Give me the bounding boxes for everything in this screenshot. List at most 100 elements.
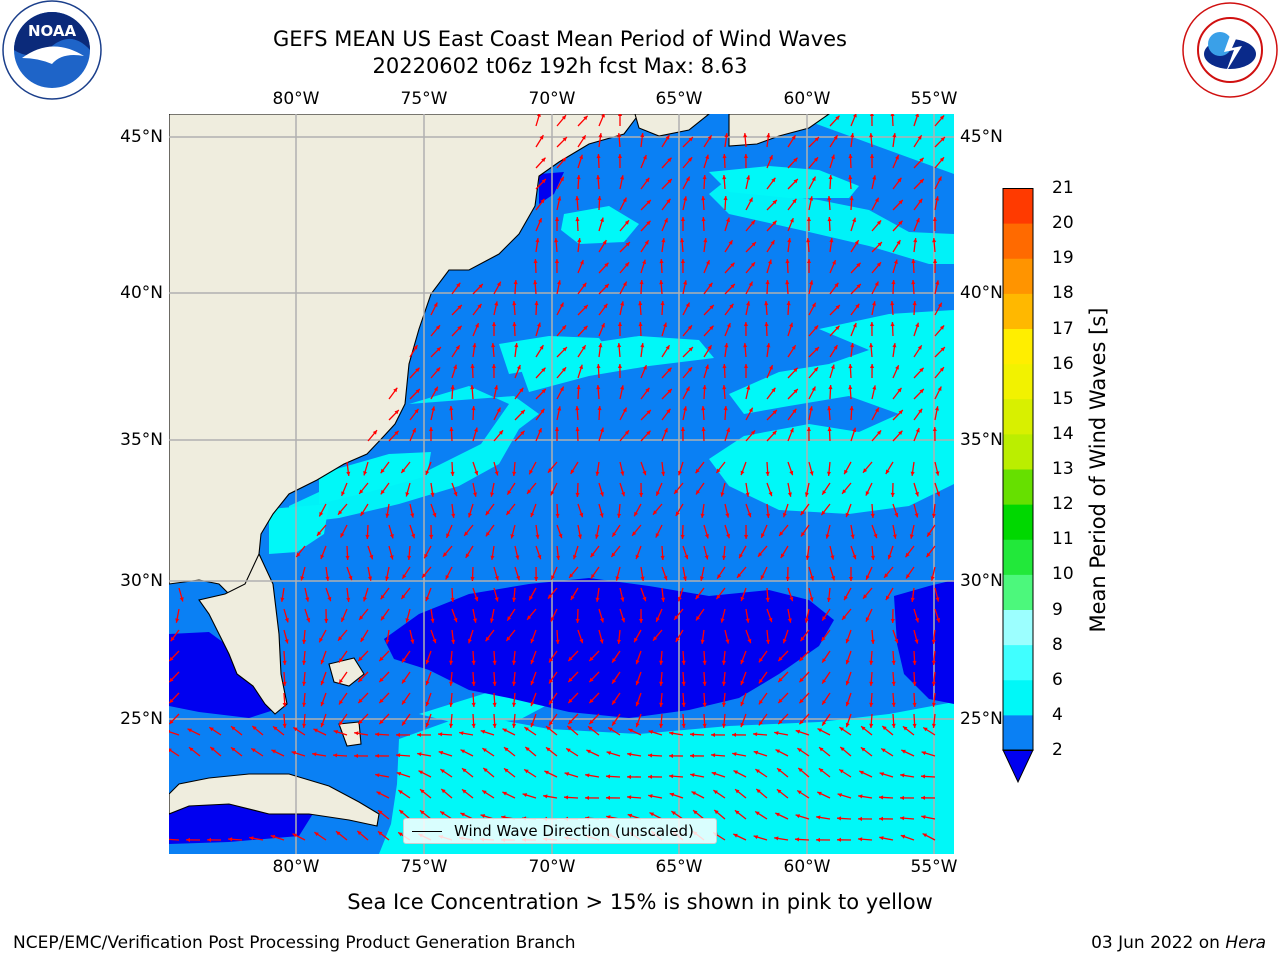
wind-vector-head [822, 658, 827, 663]
wind-vector-head [939, 157, 944, 162]
wind-vector-head [792, 408, 797, 414]
wind-vector-head [704, 555, 709, 560]
wind-vector-head [835, 115, 840, 121]
wind-vector-head [660, 555, 665, 560]
wind-vector-head [869, 660, 874, 665]
wind-vector-head [894, 638, 899, 644]
wind-vector-head [804, 492, 809, 497]
wind-vector-head [912, 681, 917, 686]
wind-vector-head [617, 133, 622, 138]
wind-vector-head [453, 617, 458, 623]
wind-vector-head [702, 385, 707, 390]
wind-vector-head [858, 794, 863, 799]
wind-vector-head [869, 723, 874, 728]
wind-vector-head [231, 747, 236, 752]
wind-vector-head [589, 656, 594, 662]
colorbar-border [1002, 188, 1034, 751]
wind-vector-head [490, 492, 495, 497]
lon-tick-top-70w: 70°W [528, 89, 576, 109]
wind-vector-head [413, 345, 418, 350]
wind-vector-head [869, 343, 874, 348]
wind-vector-head [632, 531, 637, 536]
wind-vector-head [440, 811, 445, 816]
wind-vector-head [357, 831, 362, 836]
wind-vector-head [753, 835, 758, 840]
wind-vector-head [567, 726, 572, 731]
wind-vector-head [891, 280, 896, 285]
wind-vector-head [748, 281, 753, 287]
wind-vector-head [525, 747, 530, 752]
wind-vector-head [210, 747, 215, 752]
wind-vector-head [512, 322, 517, 327]
wind-vector-head [595, 471, 600, 476]
wind-vector-head [292, 833, 297, 838]
wind-vector-head [510, 534, 515, 539]
wind-vector-head [642, 259, 646, 265]
wind-vector-head [402, 679, 406, 684]
wind-vector-head [932, 238, 937, 243]
wind-vector-head [852, 427, 857, 433]
wind-vector-head [845, 512, 850, 518]
wind-vector-head [659, 280, 664, 285]
wind-vector-head [319, 637, 323, 643]
wind-vector-head [534, 301, 539, 306]
wind-vector-head [821, 636, 826, 642]
wind-vector-head [624, 430, 629, 435]
wind-vector-head [666, 408, 671, 414]
wind-vector-head [669, 753, 673, 758]
wind-vector-head [543, 794, 548, 799]
wind-vector-head [516, 365, 521, 370]
wind-vector-head [848, 385, 853, 390]
wind-vector-head [394, 410, 399, 415]
wind-vector-head [725, 639, 730, 644]
wind-vector-head [764, 322, 769, 327]
wind-vector-head [827, 427, 832, 432]
wind-vector-head [822, 490, 827, 495]
wind-vector-head [865, 617, 870, 622]
wind-vector-head [555, 639, 560, 644]
wind-vector-head [600, 427, 604, 433]
wind-vector-head [282, 723, 287, 728]
wind-vector-head [530, 701, 535, 707]
wind-vector-head [809, 406, 813, 411]
wind-vector-head [891, 681, 896, 686]
wind-vector-head [548, 468, 553, 473]
wind-vector-head [875, 407, 879, 413]
colorbar-tick-label: 6 [1052, 669, 1063, 690]
wind-vector-head [617, 639, 621, 644]
wind-vector-head [575, 427, 580, 432]
wind-vector-head [872, 175, 877, 180]
wind-vector-head [711, 753, 716, 758]
wind-vector-head [635, 680, 640, 686]
wind-vector-head [921, 774, 926, 779]
wind-vector-head [363, 471, 368, 476]
wind-vector-head [559, 302, 564, 308]
wind-vector-head [457, 305, 462, 310]
wind-vector-head [919, 157, 924, 163]
colorbar-tick-label: 14 [1052, 423, 1074, 444]
wind-vector-head [459, 731, 464, 736]
wind-vector-head [596, 385, 601, 390]
wind-vector-head [608, 727, 613, 732]
colorbar-tick-label: 9 [1052, 599, 1063, 620]
colorbar-segment [1003, 328, 1033, 365]
wind-vector-head [860, 747, 866, 752]
wind-vector-head [746, 175, 751, 180]
wind-vector-head [568, 698, 573, 704]
wind-vector-head [451, 513, 456, 518]
wind-vector-head [696, 616, 700, 621]
wind-vector-head [333, 753, 338, 758]
wind-vector-head [844, 469, 848, 475]
wind-vector-head [375, 753, 379, 758]
wind-vector-head [845, 722, 850, 728]
wind-vector-head [485, 532, 490, 537]
wind-vector-head [892, 133, 897, 138]
wind-vector-head [432, 512, 437, 518]
wind-vector-head [874, 197, 879, 203]
wind-vector-head [529, 595, 533, 601]
wind-vector-head [877, 430, 882, 435]
wind-vector [169, 731, 180, 736]
wind-vector-head [411, 533, 416, 539]
colorbar-tick-label: 12 [1052, 494, 1074, 515]
wind-vector-head [365, 534, 370, 539]
